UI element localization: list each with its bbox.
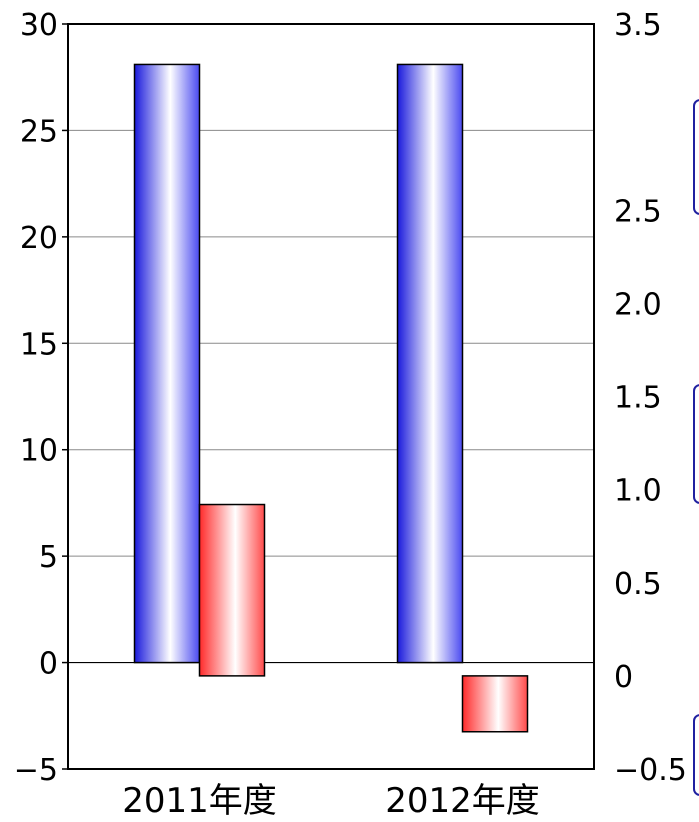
right-tick-label: 3.5 <box>614 8 662 43</box>
category-label: 2012年度 <box>385 781 540 821</box>
legend-fragments <box>693 99 699 796</box>
left-tick-label: 15 <box>20 327 58 362</box>
left-tick-label: 5 <box>39 540 58 575</box>
legend-tab <box>693 714 699 796</box>
legend-tab <box>693 99 699 215</box>
bars <box>133 63 529 733</box>
bar-series1 <box>133 63 201 664</box>
right-tick-label: 0.5 <box>614 567 662 602</box>
right-axis-ticks: −0.5 0 0.5 1.0 1.5 2.0 2.5 3.5 <box>614 8 687 788</box>
category-label: 2011年度 <box>122 781 277 821</box>
left-tick-label: 0 <box>39 647 58 682</box>
plot-frame <box>67 23 595 770</box>
right-tick-label: 2.0 <box>614 287 662 322</box>
legend-tab <box>693 384 699 504</box>
left-tick-label: 20 <box>20 221 58 256</box>
right-tick-label: −0.5 <box>614 753 687 788</box>
right-tick-label: 0 <box>614 660 633 695</box>
category-labels: 2011年度 2012年度 <box>122 781 540 821</box>
left-tick-label: 25 <box>20 114 58 149</box>
bar-series2 <box>461 675 529 733</box>
right-tick-label: 1.5 <box>614 381 662 416</box>
bar-series2 <box>198 503 266 677</box>
left-tick-label: 30 <box>20 8 58 43</box>
left-tick-label: −5 <box>14 753 58 788</box>
right-tick-label: 1.0 <box>614 474 662 509</box>
left-axis-ticks: −5 0 5 10 15 20 25 30 <box>14 8 68 788</box>
left-tick-label: 10 <box>20 434 58 469</box>
right-tick-label: 2.5 <box>614 194 662 229</box>
bar-series1 <box>396 63 464 664</box>
